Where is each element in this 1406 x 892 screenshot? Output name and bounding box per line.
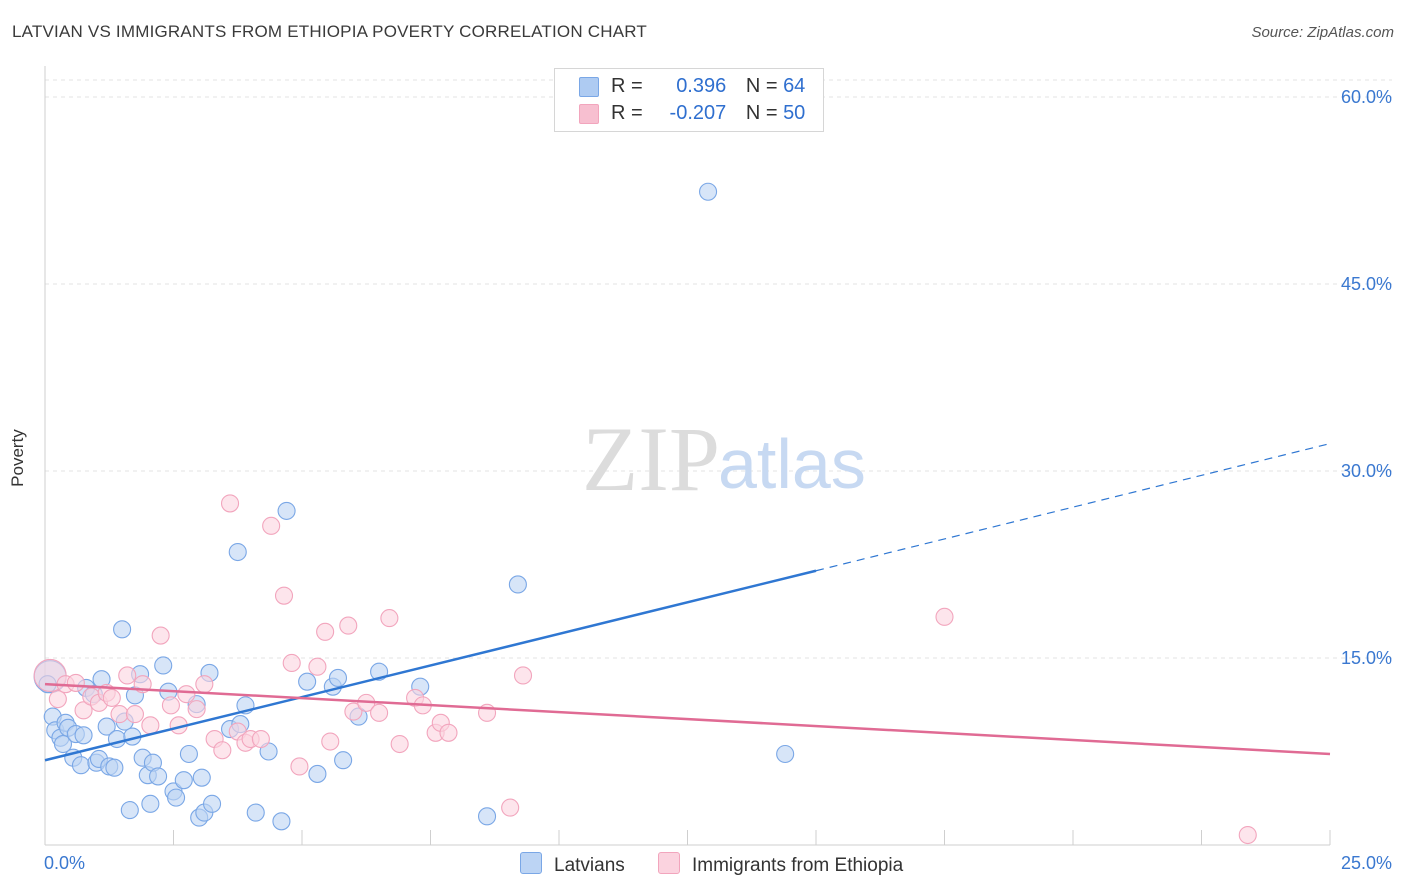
legend-label: Immigrants from Ethiopia (692, 855, 904, 876)
r-label: R = (611, 75, 643, 97)
data-point (328, 668, 348, 687)
legend: Latvians Immigrants from Ethiopia (0, 852, 1406, 880)
data-point (187, 700, 206, 719)
data-point (344, 702, 363, 721)
trend-lines (44, 442, 1331, 762)
data-point (141, 794, 160, 813)
data-point (74, 701, 93, 720)
data-point (174, 771, 193, 790)
data-point (192, 768, 211, 787)
data-point (262, 516, 281, 535)
data-point (251, 729, 270, 749)
legend-item-latvians[interactable]: Latvians (520, 852, 625, 877)
data-point (308, 657, 327, 676)
data-point (274, 586, 294, 605)
data-point (97, 717, 116, 736)
data-point (120, 801, 139, 820)
data-point (277, 501, 296, 520)
data-point (501, 798, 520, 817)
x-tick-label: 25.0% (1341, 853, 1392, 873)
data-point (177, 685, 196, 704)
data-point (220, 494, 240, 513)
data-point (370, 703, 389, 722)
data-point (334, 751, 353, 770)
data-point (151, 626, 170, 645)
n-label: N = (745, 75, 778, 97)
tick-labels: 15.0% 30.0% 45.0% 60.0% 0.0% 25.0% (44, 87, 1392, 873)
latvians-swatch (579, 77, 599, 97)
data-point (272, 812, 291, 831)
data-point (125, 705, 144, 724)
data-point (113, 620, 132, 639)
n-label: N = (745, 102, 778, 124)
data-point (246, 803, 265, 822)
y-tick-label: 30.0% (1341, 461, 1392, 481)
watermark-zip: ZIP (582, 408, 720, 510)
trend-line-latvians-extension (815, 442, 1331, 572)
legend-swatch-ethiopia (658, 852, 680, 874)
data-point (195, 675, 214, 694)
data-point (316, 622, 335, 641)
legend-item-ethiopia[interactable]: Immigrants from Ethiopia (658, 852, 903, 877)
watermark-atlas: atlas (718, 425, 866, 503)
data-point (154, 656, 173, 675)
data-point (228, 542, 247, 562)
y-tick-label: 60.0% (1341, 87, 1392, 107)
data-point (213, 741, 232, 760)
data-point (102, 688, 121, 707)
y-tick-label: 15.0% (1341, 648, 1392, 668)
data-point (71, 756, 91, 775)
data-point (53, 734, 73, 754)
trend-line-ethiopia (44, 682, 1331, 756)
data-point (935, 607, 954, 626)
y-axis-label: Poverty (8, 429, 27, 487)
legend-swatch-latvians (520, 852, 542, 874)
trend-line-latvians (44, 569, 817, 762)
x-tick-label: 0.0% (44, 853, 85, 873)
data-point (380, 609, 399, 628)
chart-title: LATVIAN VS IMMIGRANTS FROM ETHIOPIA POVE… (12, 22, 647, 41)
data-point (118, 666, 137, 685)
y-tick-label: 45.0% (1341, 274, 1392, 294)
data-point (179, 744, 198, 764)
data-point (308, 764, 327, 783)
data-point (290, 757, 309, 776)
data-point (66, 673, 85, 692)
r-label: R = (611, 102, 643, 124)
source-note: Source: ZipAtlas.com (1251, 24, 1394, 41)
data-point (161, 696, 180, 715)
n-value: 50 (783, 102, 806, 124)
series-ethiopia (33, 494, 1257, 845)
data-point (74, 726, 93, 745)
data-point (390, 734, 409, 754)
r-value: -0.207 (669, 102, 727, 124)
data-point (513, 666, 533, 685)
stats-box: R = 0.396 N = 64 R = -0.207 N = 50 (554, 68, 824, 132)
data-point (149, 767, 168, 786)
data-point (105, 758, 124, 777)
data-point (48, 690, 67, 709)
data-point (439, 723, 458, 742)
grid-lines (45, 79, 1392, 659)
r-value: 0.396 (676, 75, 727, 97)
data-point (776, 744, 795, 764)
data-point (110, 705, 129, 724)
data-point (477, 807, 497, 826)
data-point (298, 672, 317, 691)
data-point (508, 575, 527, 594)
n-value: 64 (783, 75, 806, 97)
data-point (203, 794, 222, 813)
ethiopia-swatch (579, 104, 599, 124)
legend-label: Latvians (554, 855, 625, 876)
data-point (699, 182, 718, 201)
data-point (321, 732, 340, 751)
data-point (167, 788, 186, 807)
data-point (339, 616, 358, 635)
data-point (1238, 825, 1257, 845)
data-point (282, 653, 301, 673)
data-point (141, 716, 160, 735)
